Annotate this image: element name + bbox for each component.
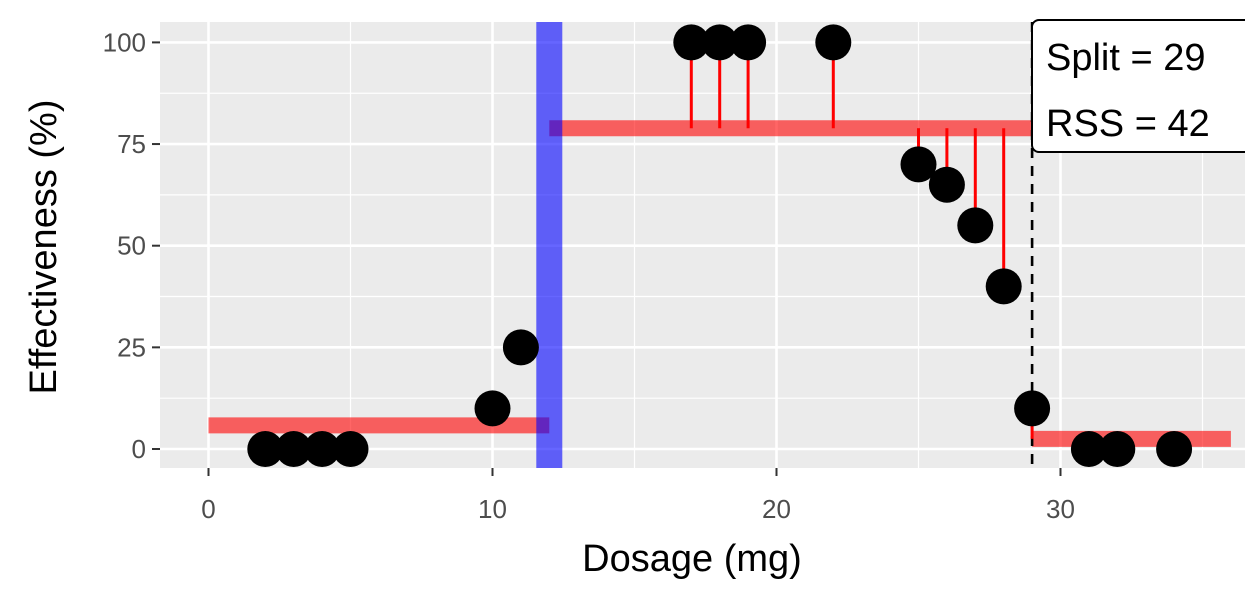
data-point: [502, 329, 539, 366]
data-point: [275, 431, 312, 467]
x-tick-label: 0: [201, 494, 215, 524]
y-tick-label: 0: [132, 434, 146, 464]
data-point: [957, 207, 994, 244]
x-tick-label: 10: [478, 494, 507, 524]
annotation-line2: RSS = 42: [1046, 103, 1210, 145]
grid: [160, 22, 1245, 468]
data-point: [1156, 431, 1193, 467]
data-point: [304, 431, 341, 467]
data-point: [815, 24, 852, 61]
y-tick-label: 100: [103, 27, 146, 57]
y-tick-label: 75: [117, 129, 146, 159]
data-points: [247, 24, 1193, 467]
data-point: [900, 146, 937, 183]
annotation-box: Split = 29 RSS = 42: [1031, 19, 1245, 153]
data-point: [247, 431, 284, 467]
annotation-frame: [1031, 19, 1245, 153]
y-tick-label: 25: [117, 332, 146, 362]
y-tick-label: 50: [117, 231, 146, 261]
data-point: [701, 24, 738, 61]
data-point: [474, 390, 511, 427]
data-point: [1014, 390, 1051, 427]
x-tick-label: 30: [1046, 494, 1075, 524]
data-point: [1099, 431, 1136, 467]
data-point: [928, 166, 965, 203]
data-point: [332, 431, 369, 467]
x-axis-title: Dosage (mg): [582, 538, 802, 580]
y-axis-title: Effectiveness (%): [23, 100, 65, 395]
data-point: [673, 24, 710, 61]
x-tick-label: 20: [762, 494, 791, 524]
data-point: [985, 268, 1022, 305]
data-point: [1070, 431, 1107, 467]
data-point: [730, 24, 767, 61]
axis-ticks: 0 10 20 30 0 25 50 75 100: [103, 27, 1075, 524]
annotation-line1: Split = 29: [1046, 37, 1206, 79]
